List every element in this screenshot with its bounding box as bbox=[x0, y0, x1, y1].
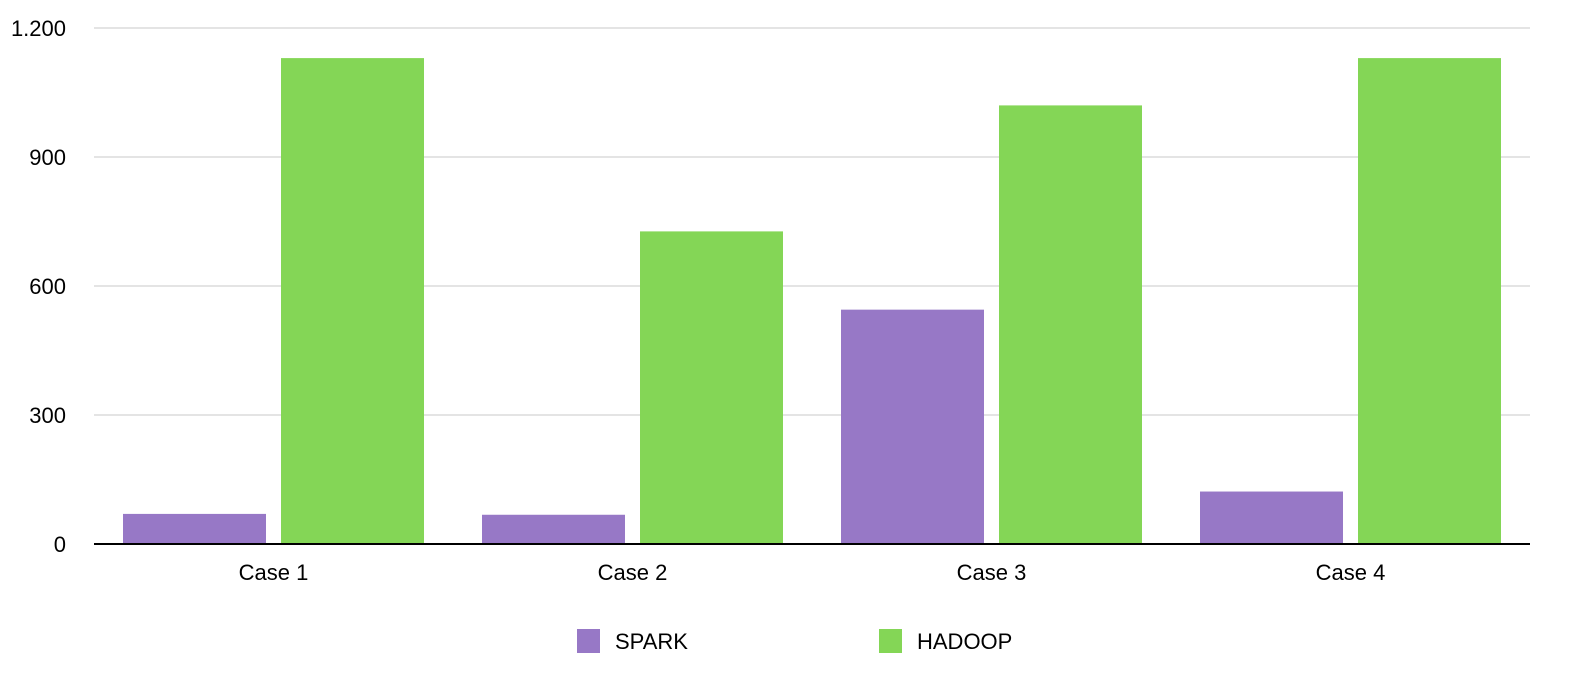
y-tick-label: 600 bbox=[29, 274, 66, 299]
x-tick-label: Case 3 bbox=[957, 560, 1027, 585]
bar-spark-1 bbox=[123, 513, 266, 544]
x-tick-label: Case 1 bbox=[239, 560, 309, 585]
bars bbox=[123, 58, 1501, 545]
legend: SPARK HADOOP bbox=[577, 629, 1012, 654]
y-tick-label: 0 bbox=[54, 532, 66, 557]
y-axis-ticks: 0 300 600 900 1.200 bbox=[11, 16, 66, 557]
x-axis-ticks: Case 1 Case 2 Case 3 Case 4 bbox=[239, 560, 1386, 585]
x-tick-label: Case 2 bbox=[598, 560, 668, 585]
bar-spark-2 bbox=[482, 514, 625, 544]
legend-item-spark: SPARK bbox=[577, 629, 688, 654]
y-tick-label: 1.200 bbox=[11, 16, 66, 41]
y-tick-label: 300 bbox=[29, 403, 66, 428]
bar-hadoop-3 bbox=[999, 105, 1142, 545]
x-tick-label: Case 4 bbox=[1316, 560, 1386, 585]
legend-item-hadoop: HADOOP bbox=[879, 629, 1012, 654]
bar-hadoop-1 bbox=[281, 58, 424, 544]
bar-hadoop-4 bbox=[1358, 58, 1501, 544]
legend-swatch bbox=[577, 629, 600, 653]
legend-label: HADOOP bbox=[917, 629, 1012, 654]
bar-spark-3 bbox=[841, 309, 984, 544]
y-tick-label: 900 bbox=[29, 145, 66, 170]
legend-swatch bbox=[879, 629, 902, 653]
bar-hadoop-2 bbox=[640, 231, 783, 544]
bar-spark-4 bbox=[1200, 491, 1343, 544]
legend-label: SPARK bbox=[615, 629, 688, 654]
